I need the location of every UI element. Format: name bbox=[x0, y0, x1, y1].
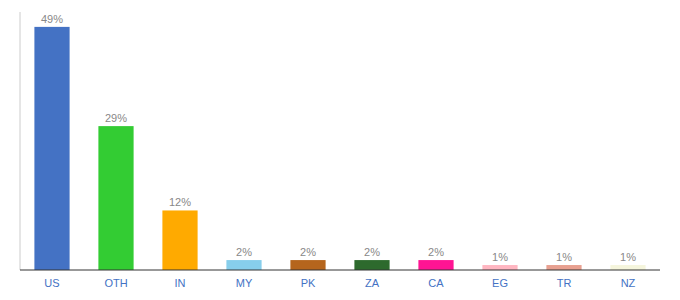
data-label: 2% bbox=[300, 246, 316, 258]
x-tick-label: MY bbox=[236, 277, 253, 289]
x-tick-label: TR bbox=[557, 277, 572, 289]
x-tick-label: IN bbox=[175, 277, 186, 289]
data-label: 1% bbox=[620, 251, 636, 263]
bars bbox=[34, 27, 645, 270]
x-tick-label: NZ bbox=[621, 277, 636, 289]
x-tick-label: PK bbox=[301, 277, 316, 289]
data-label: 2% bbox=[428, 246, 444, 258]
bar bbox=[34, 27, 69, 270]
data-label: 1% bbox=[556, 251, 572, 263]
data-label: 12% bbox=[169, 196, 191, 208]
chart: 49% 29% 12% 2% 2% 2% 2% 1% 1% 1% US OTH IN MY PK ZA CA EG… bbox=[0, 0, 680, 300]
x-tick-label: US bbox=[44, 277, 59, 289]
data-label: 1% bbox=[492, 251, 508, 263]
bar bbox=[226, 260, 261, 270]
x-tick-label: OTH bbox=[104, 277, 127, 289]
bar bbox=[98, 126, 133, 270]
data-label: 49% bbox=[41, 13, 63, 25]
y-axis-line bbox=[20, 12, 21, 270]
x-tick-label: ZA bbox=[365, 277, 380, 289]
data-label: 2% bbox=[364, 246, 380, 258]
bar bbox=[162, 210, 197, 270]
bar bbox=[354, 260, 389, 270]
data-label: 2% bbox=[236, 246, 252, 258]
data-labels: 49% 29% 12% 2% 2% 2% 2% 1% 1% 1% bbox=[41, 13, 636, 263]
bar bbox=[610, 265, 645, 270]
data-label: 29% bbox=[105, 112, 127, 124]
x-axis-line bbox=[20, 270, 660, 271]
bar bbox=[546, 265, 581, 270]
x-tick-label: CA bbox=[428, 277, 444, 289]
x-tick-label: EG bbox=[492, 277, 508, 289]
bar bbox=[290, 260, 325, 270]
bar bbox=[482, 265, 517, 270]
x-tick-labels: US OTH IN MY PK ZA CA EG TR NZ bbox=[44, 277, 635, 289]
chart-container: 49% 29% 12% 2% 2% 2% 2% 1% 1% 1% US OTH IN MY PK ZA CA EG… bbox=[0, 0, 680, 300]
bar bbox=[418, 260, 453, 270]
